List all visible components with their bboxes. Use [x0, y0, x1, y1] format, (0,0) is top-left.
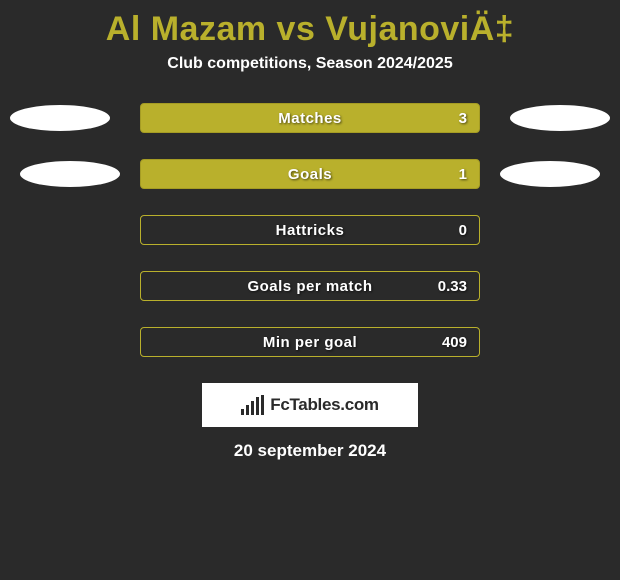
stats-container: Matches 3 Goals 1 Hattricks 0 Goals per match 0… [0, 103, 620, 357]
subtitle: Club competitions, Season 2024/2025 [0, 55, 620, 103]
stat-bar: Min per goal 409 [140, 327, 480, 357]
stat-row: Hattricks 0 [0, 215, 620, 245]
stat-value: 3 [459, 110, 467, 127]
date-text: 20 september 2024 [0, 441, 620, 461]
logo-bar [256, 397, 259, 415]
stat-label: Hattricks [276, 222, 345, 239]
logo-bar [261, 395, 264, 415]
stat-label: Goals per match [247, 278, 372, 295]
stat-row: Matches 3 [0, 103, 620, 133]
stat-label: Min per goal [263, 334, 357, 351]
stat-value: 0 [459, 222, 467, 239]
stat-row: Goals 1 [0, 159, 620, 189]
stat-label: Matches [278, 110, 342, 127]
ellipse-icon [20, 161, 120, 187]
logo-bar [241, 409, 244, 415]
ellipse-icon [10, 105, 110, 131]
ellipse-icon [510, 105, 610, 131]
stat-value: 0.33 [438, 278, 467, 295]
logo-bar [246, 405, 249, 415]
logo-bar [251, 401, 254, 415]
ellipse-icon [500, 161, 600, 187]
stat-value: 409 [442, 334, 467, 351]
logo-chart-icon [241, 395, 264, 415]
logo-box[interactable]: FcTables.com [202, 383, 418, 427]
page-title: Al Mazam vs VujanoviÄ‡ [0, 0, 620, 55]
stat-bar: Matches 3 [140, 103, 480, 133]
stat-value: 1 [459, 166, 467, 183]
stat-bar: Goals 1 [140, 159, 480, 189]
logo-text: FcTables.com [270, 395, 379, 415]
stat-row: Goals per match 0.33 [0, 271, 620, 301]
stat-label: Goals [288, 166, 332, 183]
stat-bar: Goals per match 0.33 [140, 271, 480, 301]
stat-bar: Hattricks 0 [140, 215, 480, 245]
stat-row: Min per goal 409 [0, 327, 620, 357]
